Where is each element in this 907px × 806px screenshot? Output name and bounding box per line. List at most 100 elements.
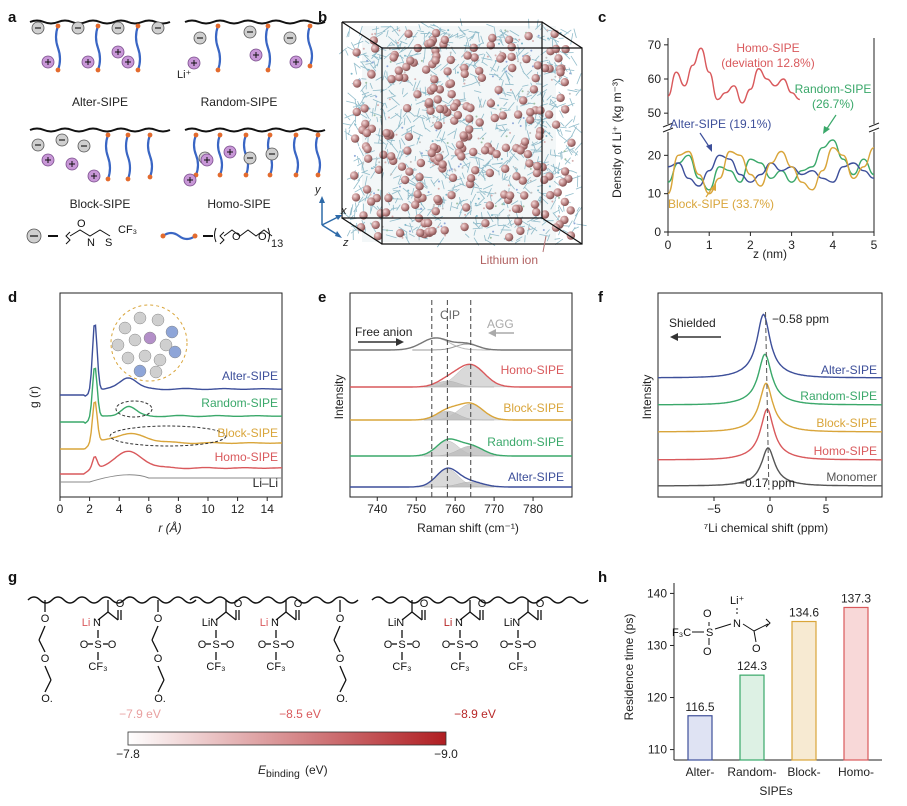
lithium-ion-sphere xyxy=(520,137,530,146)
c-annot-random: Random-SIPE xyxy=(795,82,872,96)
atom xyxy=(522,117,525,119)
atom xyxy=(526,93,529,96)
atom xyxy=(528,227,531,230)
atom xyxy=(477,197,480,200)
atom xyxy=(357,56,360,58)
f-shielded: Shielded xyxy=(669,316,716,330)
bond xyxy=(333,625,341,641)
bond xyxy=(157,679,165,693)
atom xyxy=(464,213,467,216)
atom xyxy=(554,75,557,78)
lithium-ion-sphere xyxy=(494,85,503,95)
atom xyxy=(531,65,534,68)
chain-end xyxy=(267,172,273,178)
chain-node xyxy=(217,132,223,138)
atom xyxy=(508,214,511,217)
g-so-o: O xyxy=(528,639,537,651)
f-ylabel: Intensity xyxy=(640,375,654,420)
h-ytick-label: 110 xyxy=(648,743,667,757)
chain-node xyxy=(315,132,321,138)
atom xyxy=(437,226,440,228)
c-alter-arrowhead xyxy=(706,144,712,152)
h-chem-s: S xyxy=(706,627,713,639)
atom xyxy=(442,150,445,153)
lithium-ion-sphere xyxy=(379,150,388,159)
chain-node xyxy=(267,132,273,138)
lithium-ion-sphere xyxy=(508,63,517,73)
g-energy-1: −7.9 eV xyxy=(119,707,161,721)
atom xyxy=(395,133,398,136)
atom xyxy=(532,40,534,42)
h-bar-alter xyxy=(687,715,713,761)
atom xyxy=(448,34,450,37)
atom xyxy=(432,164,435,167)
e-xtick-label: 780 xyxy=(523,502,543,516)
atom xyxy=(517,60,519,63)
peo-legend: O O 13 xyxy=(160,227,283,250)
lithium-ion-sphere xyxy=(485,201,494,210)
bond xyxy=(151,625,159,641)
inset-sphere xyxy=(133,364,147,378)
bond xyxy=(107,611,119,621)
atom xyxy=(505,135,508,138)
colorbar-min: −7.8 xyxy=(116,747,140,761)
atom xyxy=(491,214,493,217)
lithium-ion-sphere xyxy=(401,203,410,212)
atom xyxy=(492,230,495,233)
inset-sphere xyxy=(159,338,173,352)
atom xyxy=(503,203,506,206)
e-label-random: Random-SIPE xyxy=(487,435,564,449)
atom xyxy=(529,167,532,170)
atom xyxy=(377,189,380,191)
g-backbone xyxy=(189,596,359,604)
bond xyxy=(38,639,46,653)
atom xyxy=(517,225,520,228)
lithium-ion-sphere xyxy=(438,160,447,169)
h-ytick-label: 140 xyxy=(647,586,667,600)
lithium-ion-sphere xyxy=(394,66,403,75)
anion-legend: O N S CF₃ xyxy=(26,218,137,249)
g-n: N xyxy=(93,617,101,629)
panel-d-label: d xyxy=(8,289,17,306)
g-li: Li xyxy=(444,617,453,629)
density-chart: 0 1 2 3 4 5 50 60 70 0 10 20 xyxy=(648,38,880,252)
atom xyxy=(384,161,387,164)
lithium-ion-sphere xyxy=(405,167,414,176)
bond xyxy=(215,611,227,621)
e-label-alter: Alter-SIPE xyxy=(508,470,564,484)
peo-subscript: 13 xyxy=(271,238,283,250)
e-xtick-label: 740 xyxy=(367,502,387,516)
chain-node xyxy=(265,23,271,29)
panel-g-label: g xyxy=(8,569,17,586)
atom xyxy=(444,234,447,237)
bond xyxy=(517,611,529,621)
e-agg: AGG xyxy=(487,317,514,331)
d-label-lili: Li–Li xyxy=(253,476,278,490)
atom xyxy=(558,76,561,79)
lithium-ion-sphere xyxy=(446,79,456,88)
atom xyxy=(432,116,435,119)
atom xyxy=(388,98,391,101)
atom xyxy=(475,215,478,217)
atom xyxy=(507,184,510,187)
g-cf3: CF₃ xyxy=(206,661,225,673)
bond xyxy=(151,639,159,653)
alter-sipe-label: Alter-SIPE xyxy=(72,95,128,109)
bond xyxy=(285,611,297,621)
lithium-ion-sphere xyxy=(520,191,529,200)
d-rdf-curve xyxy=(60,450,282,475)
d-label-block: Block-SIPE xyxy=(217,426,278,440)
atom xyxy=(398,29,401,32)
g-s: S xyxy=(94,639,101,651)
lithium-ion-sphere xyxy=(531,74,540,83)
atom xyxy=(499,50,502,53)
h-chem-li: Li⁺ xyxy=(730,595,745,607)
lithium-ion-sphere xyxy=(560,167,570,176)
d-xtick-label: 2 xyxy=(86,502,93,516)
g-li: Li xyxy=(82,617,91,629)
panel-a: a Alter-SIPE Random-SIPE Block-SIPE Homo… xyxy=(8,9,326,250)
peo-chain xyxy=(94,25,102,71)
lithium-ion-sphere xyxy=(481,219,490,228)
lithium-ion-sphere xyxy=(540,63,550,73)
